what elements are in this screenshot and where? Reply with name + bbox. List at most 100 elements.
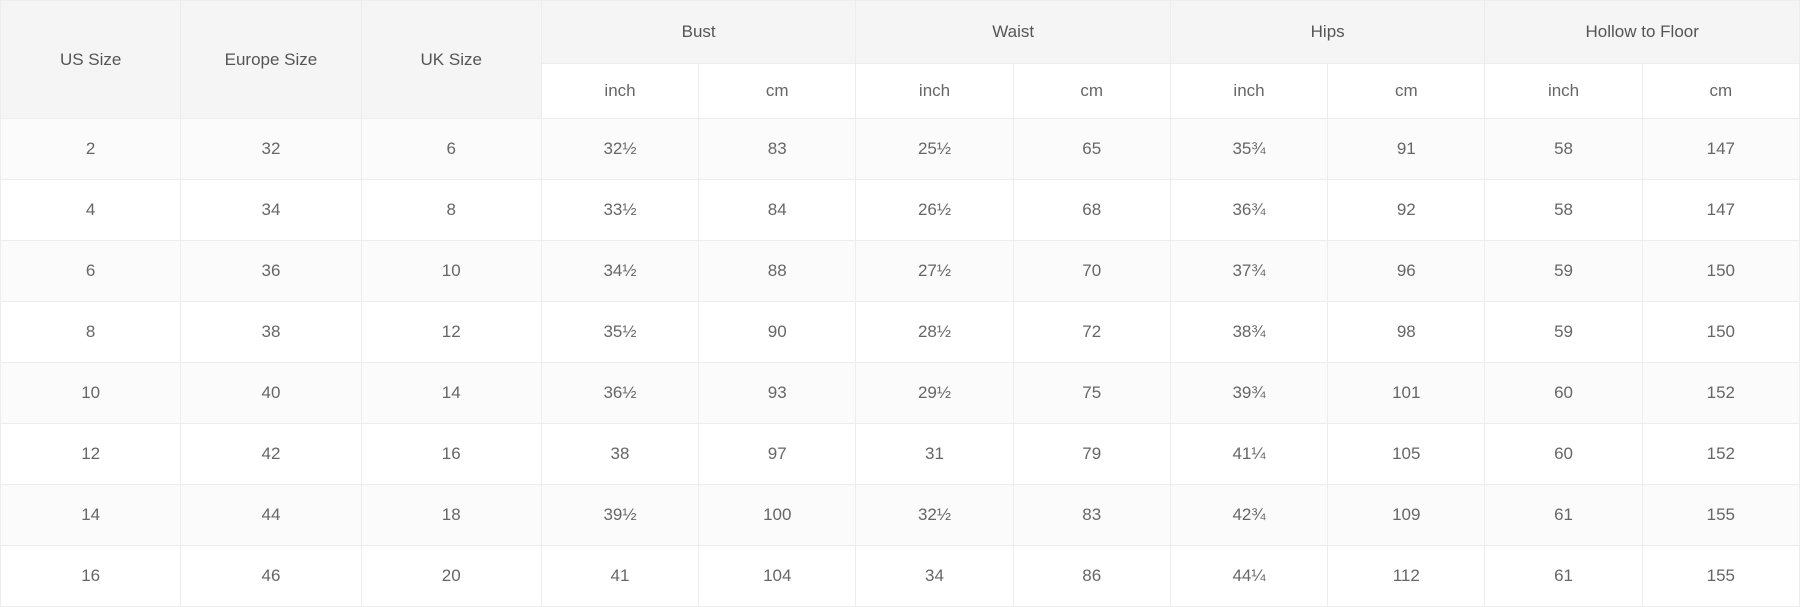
col-header-htf: Hollow to Floor [1485, 1, 1800, 64]
cell-uk: 12 [361, 302, 541, 363]
cell-htf-in: 60 [1485, 363, 1642, 424]
cell-htf-cm: 147 [1642, 119, 1799, 180]
cell-htf-cm: 155 [1642, 485, 1799, 546]
cell-bust-cm: 90 [699, 302, 856, 363]
cell-waist-in: 28½ [856, 302, 1013, 363]
cell-hips-cm: 92 [1328, 180, 1485, 241]
cell-us: 10 [1, 363, 181, 424]
cell-bust-cm: 88 [699, 241, 856, 302]
cell-hips-in: 44¼ [1170, 546, 1327, 607]
cell-waist-cm: 68 [1013, 180, 1170, 241]
cell-hips-in: 35¾ [1170, 119, 1327, 180]
cell-eu: 34 [181, 180, 361, 241]
cell-waist-cm: 70 [1013, 241, 1170, 302]
cell-htf-cm: 147 [1642, 180, 1799, 241]
subheader-waist-cm: cm [1013, 64, 1170, 119]
cell-htf-cm: 155 [1642, 546, 1799, 607]
cell-waist-in: 34 [856, 546, 1013, 607]
cell-bust-cm: 104 [699, 546, 856, 607]
table-row: 2 32 6 32½ 83 25½ 65 35¾ 91 58 147 [1, 119, 1800, 180]
subheader-htf-inch: inch [1485, 64, 1642, 119]
table-row: 8 38 12 35½ 90 28½ 72 38¾ 98 59 150 [1, 302, 1800, 363]
cell-waist-in: 32½ [856, 485, 1013, 546]
cell-htf-cm: 152 [1642, 424, 1799, 485]
cell-hips-cm: 105 [1328, 424, 1485, 485]
cell-us: 14 [1, 485, 181, 546]
cell-us: 2 [1, 119, 181, 180]
cell-uk: 16 [361, 424, 541, 485]
cell-uk: 10 [361, 241, 541, 302]
cell-us: 6 [1, 241, 181, 302]
cell-htf-in: 59 [1485, 241, 1642, 302]
subheader-hips-inch: inch [1170, 64, 1327, 119]
cell-htf-cm: 150 [1642, 302, 1799, 363]
cell-bust-cm: 97 [699, 424, 856, 485]
cell-htf-in: 59 [1485, 302, 1642, 363]
cell-uk: 18 [361, 485, 541, 546]
subheader-bust-inch: inch [541, 64, 698, 119]
cell-bust-in: 34½ [541, 241, 698, 302]
subheader-hips-cm: cm [1328, 64, 1485, 119]
cell-eu: 42 [181, 424, 361, 485]
cell-bust-cm: 84 [699, 180, 856, 241]
col-header-uk: UK Size [361, 1, 541, 119]
table-row: 14 44 18 39½ 100 32½ 83 42¾ 109 61 155 [1, 485, 1800, 546]
table-row: 16 46 20 41 104 34 86 44¼ 112 61 155 [1, 546, 1800, 607]
size-chart-table: US Size Europe Size UK Size Bust Waist H… [0, 0, 1800, 607]
cell-waist-cm: 72 [1013, 302, 1170, 363]
cell-us: 16 [1, 546, 181, 607]
subheader-htf-cm: cm [1642, 64, 1799, 119]
cell-hips-in: 42¾ [1170, 485, 1327, 546]
cell-waist-cm: 79 [1013, 424, 1170, 485]
cell-hips-cm: 91 [1328, 119, 1485, 180]
cell-uk: 20 [361, 546, 541, 607]
cell-htf-in: 58 [1485, 119, 1642, 180]
size-chart-body: 2 32 6 32½ 83 25½ 65 35¾ 91 58 147 4 34 … [1, 119, 1800, 607]
cell-us: 12 [1, 424, 181, 485]
cell-hips-in: 37¾ [1170, 241, 1327, 302]
cell-bust-cm: 93 [699, 363, 856, 424]
cell-eu: 36 [181, 241, 361, 302]
subheader-waist-inch: inch [856, 64, 1013, 119]
header-row-1: US Size Europe Size UK Size Bust Waist H… [1, 1, 1800, 64]
cell-hips-cm: 96 [1328, 241, 1485, 302]
cell-hips-in: 39¾ [1170, 363, 1327, 424]
cell-hips-cm: 101 [1328, 363, 1485, 424]
cell-htf-in: 58 [1485, 180, 1642, 241]
cell-hips-cm: 112 [1328, 546, 1485, 607]
table-row: 10 40 14 36½ 93 29½ 75 39¾ 101 60 152 [1, 363, 1800, 424]
cell-hips-in: 38¾ [1170, 302, 1327, 363]
cell-bust-cm: 83 [699, 119, 856, 180]
cell-bust-in: 39½ [541, 485, 698, 546]
cell-hips-cm: 98 [1328, 302, 1485, 363]
cell-htf-in: 61 [1485, 485, 1642, 546]
cell-eu: 40 [181, 363, 361, 424]
cell-eu: 32 [181, 119, 361, 180]
cell-hips-in: 41¼ [1170, 424, 1327, 485]
cell-uk: 14 [361, 363, 541, 424]
cell-waist-cm: 83 [1013, 485, 1170, 546]
cell-bust-in: 32½ [541, 119, 698, 180]
cell-hips-cm: 109 [1328, 485, 1485, 546]
cell-waist-in: 25½ [856, 119, 1013, 180]
cell-htf-cm: 152 [1642, 363, 1799, 424]
table-row: 12 42 16 38 97 31 79 41¼ 105 60 152 [1, 424, 1800, 485]
cell-eu: 46 [181, 546, 361, 607]
cell-bust-in: 33½ [541, 180, 698, 241]
cell-waist-in: 29½ [856, 363, 1013, 424]
col-header-eu: Europe Size [181, 1, 361, 119]
cell-waist-in: 31 [856, 424, 1013, 485]
cell-waist-cm: 65 [1013, 119, 1170, 180]
cell-eu: 44 [181, 485, 361, 546]
table-row: 6 36 10 34½ 88 27½ 70 37¾ 96 59 150 [1, 241, 1800, 302]
cell-bust-in: 35½ [541, 302, 698, 363]
cell-us: 4 [1, 180, 181, 241]
cell-waist-in: 26½ [856, 180, 1013, 241]
cell-uk: 8 [361, 180, 541, 241]
cell-htf-cm: 150 [1642, 241, 1799, 302]
cell-eu: 38 [181, 302, 361, 363]
cell-waist-cm: 86 [1013, 546, 1170, 607]
cell-us: 8 [1, 302, 181, 363]
col-header-hips: Hips [1170, 1, 1485, 64]
cell-bust-in: 38 [541, 424, 698, 485]
